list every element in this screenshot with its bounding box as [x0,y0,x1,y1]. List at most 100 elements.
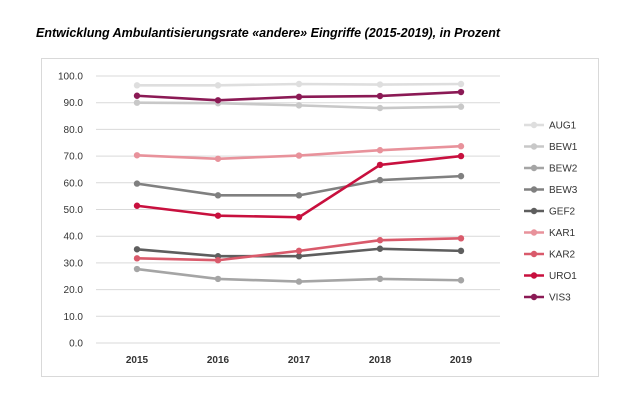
data-point [457,247,465,255]
data-point [457,172,465,180]
y-tick-label: 60.0 [64,178,84,189]
legend-item-gef2: GEF2 [524,207,576,218]
series-lines [133,80,465,285]
data-point [133,99,141,106]
gridlines [96,75,500,344]
data-point [376,81,384,88]
y-tick-label: 70.0 [64,152,84,163]
series-aug1 [133,80,465,89]
data-point [376,176,384,184]
data-point [457,152,465,160]
data-point [133,255,141,262]
data-point [457,88,465,96]
data-point [376,245,384,252]
data-point [295,80,303,88]
data-point [214,275,222,283]
data-point [457,277,465,284]
chart-title: Entwicklung Ambulantisierungsrate «ander… [36,26,501,40]
y-tick-label: 40.0 [64,232,84,243]
y-tick-label: 0.0 [69,339,83,350]
x-tick-label: 2016 [207,355,230,366]
legend: AUG1 BEW1 BEW2 BEW3 GEF2 KAR1 KAR2 URO1 VIS3 [524,121,578,304]
data-point [214,192,222,199]
y-tick-label: 30.0 [64,258,84,269]
data-point [376,275,384,283]
legend-label: GEF2 [549,207,576,218]
data-point [457,143,465,150]
legend-marker [530,164,538,172]
legend-item-uro1: URO1 [524,271,577,282]
legend-label: BEW2 [549,164,578,175]
series-bew1 [133,99,465,112]
legend-marker [530,143,538,150]
x-tick-label: 2019 [450,355,473,366]
data-point [133,265,141,273]
data-point [376,147,384,154]
data-point [376,161,384,169]
data-point [133,246,141,253]
legend-label: KAR1 [549,228,576,239]
data-point [214,155,222,162]
data-point [214,97,222,104]
legend-item-aug1: AUG1 [524,121,577,132]
data-point [457,235,465,242]
legend-item-vis3: VIS3 [524,293,571,304]
y-tick-label: 50.0 [64,205,84,216]
series-kar1 [133,143,465,162]
legend-marker [530,250,538,258]
legend-marker [530,272,538,279]
legend-marker [530,186,538,193]
data-point [376,104,384,112]
series-bew2 [133,265,465,285]
y-axis-ticks: 0.0 10.0 20.0 30.0 40.0 50.0 60.0 70.0 80.0 90.0 1… [58,72,83,350]
series-vis3 [133,88,465,104]
data-point [295,192,303,199]
series-bew3 [133,172,465,199]
data-point [457,80,465,88]
data-point [133,202,141,209]
data-point [214,212,222,219]
data-point [376,237,384,244]
legend-label: URO1 [549,271,577,282]
chart-frame [41,58,599,377]
y-tick-label: 80.0 [64,125,84,136]
legend-marker [530,293,538,301]
x-tick-label: 2018 [369,355,392,366]
x-tick-label: 2017 [288,355,311,366]
data-point [295,93,303,101]
legend-item-kar2: KAR2 [524,250,576,261]
data-point [133,92,141,99]
data-point [133,152,141,159]
legend-item-kar1: KAR1 [524,228,576,239]
data-point [133,82,141,89]
data-point [376,92,384,100]
legend-label: AUG1 [549,121,577,132]
legend-label: KAR2 [549,250,576,261]
legend-marker [530,207,538,215]
data-point [457,103,465,110]
x-axis-ticks: 2015 2016 2017 2018 2019 [126,355,473,366]
legend-item-bew3: BEW3 [524,185,578,196]
y-tick-label: 10.0 [64,312,84,323]
series-gef2 [133,245,465,260]
series-uro1 [133,152,465,221]
legend-label: BEW1 [549,142,578,153]
series-line [135,154,463,219]
legend-marker [530,229,538,236]
data-point [295,152,303,159]
legend-item-bew1: BEW1 [524,142,578,153]
data-point [214,82,222,89]
legend-item-bew2: BEW2 [524,164,578,175]
legend-label: VIS3 [549,293,571,304]
legend-label: BEW3 [549,185,578,196]
y-tick-label: 20.0 [64,285,84,296]
data-point [214,257,222,264]
data-point [295,247,303,255]
legend-marker [530,121,538,129]
y-tick-label: 90.0 [64,98,84,109]
x-tick-label: 2015 [126,355,149,366]
data-point [295,214,303,221]
series-kar2 [133,235,465,264]
data-point [295,253,303,260]
